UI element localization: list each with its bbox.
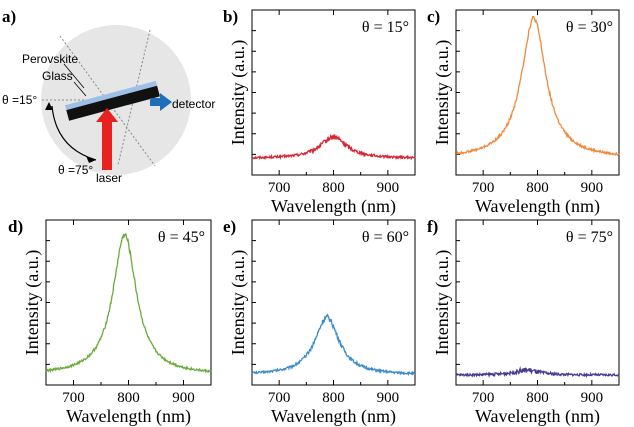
detector-arrow-shaft bbox=[150, 98, 162, 106]
panel-label-a: a) bbox=[2, 7, 16, 26]
glass-layer bbox=[66, 85, 160, 121]
laser-arrow-shaft bbox=[102, 120, 112, 170]
x-tick-label: 900 bbox=[377, 180, 400, 196]
perovskite-layer bbox=[64, 80, 158, 111]
theta-arrowhead-icon bbox=[45, 102, 53, 110]
x-tick-label: 700 bbox=[268, 180, 291, 196]
panel-label: d) bbox=[8, 217, 23, 236]
spectrum-line bbox=[251, 313, 416, 377]
x-tick-label: 700 bbox=[62, 390, 85, 406]
theta-min-label: θ =15° bbox=[2, 93, 37, 107]
x-tick-label: 800 bbox=[117, 390, 140, 406]
panel-label: f) bbox=[427, 217, 438, 236]
x-axis-label: Wavelength (nm) bbox=[475, 196, 600, 217]
angle-annotation: θ = 60° bbox=[362, 229, 409, 246]
detector-label: detector bbox=[172, 97, 215, 111]
x-tick-label: 700 bbox=[268, 390, 291, 406]
laser-arrow-icon bbox=[96, 108, 118, 122]
schematic-panel: a) Perovskite Glass θ =15° θ =75° detect… bbox=[2, 7, 215, 185]
angle-annotation: θ = 45° bbox=[158, 229, 205, 246]
laser-label: laser bbox=[96, 171, 122, 185]
x-axis-label: Wavelength (nm) bbox=[271, 406, 396, 427]
x-axis-label: Wavelength (nm) bbox=[271, 196, 396, 217]
x-tick-label: 700 bbox=[472, 390, 495, 406]
x-tick-label: 800 bbox=[322, 180, 345, 196]
y-axis-label: Intensity (a.u.) bbox=[228, 40, 249, 145]
angle-annotation: θ = 30° bbox=[566, 19, 613, 36]
glass-label: Glass bbox=[42, 69, 73, 83]
spectrum-line bbox=[455, 15, 620, 157]
perovskite-pointer bbox=[63, 63, 85, 89]
y-axis-label: Intensity (a.u.) bbox=[228, 250, 249, 355]
spectrum-line bbox=[455, 366, 620, 379]
y-axis-label: Intensity (a.u.) bbox=[22, 250, 43, 355]
x-axis-label: Wavelength (nm) bbox=[475, 406, 600, 427]
x-tick-label: 700 bbox=[472, 180, 495, 196]
x-tick-label: 900 bbox=[172, 390, 195, 406]
x-tick-label: 900 bbox=[581, 390, 604, 406]
x-tick-label: 900 bbox=[581, 180, 604, 196]
sample-slab bbox=[64, 80, 160, 121]
x-tick-label: 800 bbox=[526, 180, 549, 196]
panel-label: e) bbox=[223, 217, 236, 236]
y-axis-label: Intensity (a.u.) bbox=[432, 40, 453, 145]
panel-label: c) bbox=[427, 7, 440, 26]
glass-pointer bbox=[73, 81, 87, 97]
y-axis-label: Intensity (a.u.) bbox=[432, 250, 453, 355]
angle-annotation: θ = 15° bbox=[362, 19, 409, 36]
detector-arrow-icon bbox=[160, 93, 172, 111]
spectrum-line bbox=[251, 133, 416, 161]
x-tick-label: 900 bbox=[377, 390, 400, 406]
x-tick-label: 800 bbox=[526, 390, 549, 406]
angle-annotation: θ = 75° bbox=[566, 229, 613, 246]
x-axis-label: Wavelength (nm) bbox=[66, 406, 191, 427]
spectrum-line bbox=[45, 232, 212, 374]
theta-max-label: θ =75° bbox=[58, 163, 93, 177]
rotation-arrowhead-icon bbox=[86, 156, 96, 163]
x-tick-label: 800 bbox=[322, 390, 345, 406]
panel-label: b) bbox=[223, 7, 238, 26]
perovskite-label: Perovskite bbox=[22, 52, 78, 66]
